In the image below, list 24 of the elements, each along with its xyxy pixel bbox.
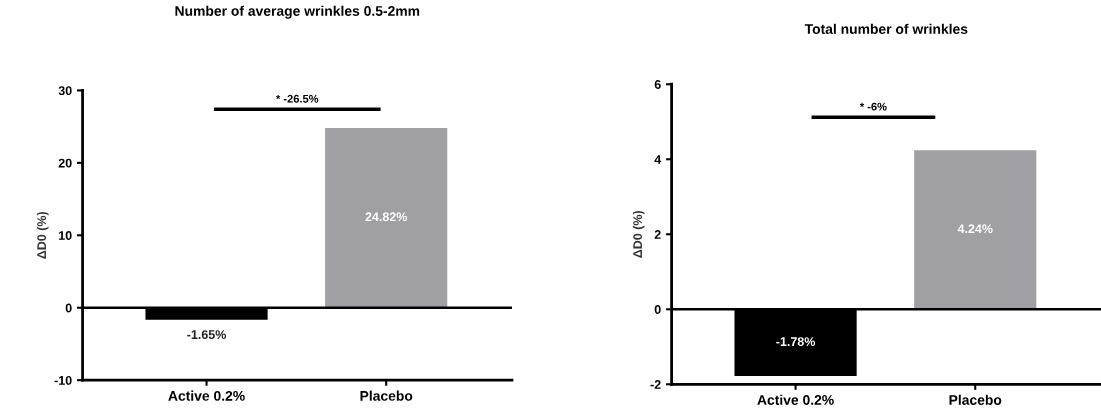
y-tick-label: -10: [54, 375, 72, 385]
x-tick-label: Active 0.2%: [757, 394, 834, 405]
data-label: -1.65%: [187, 330, 227, 340]
y-axis-title: ΔD0 (%): [36, 211, 49, 259]
x-tick-label: Placebo: [949, 394, 1002, 405]
y-tick-label: -2: [650, 380, 661, 389]
chart-title: Total number of wrinkles: [804, 23, 968, 34]
annotation: * -6%: [859, 102, 887, 111]
y-tick-label: 10: [59, 231, 72, 240]
x-tick-label: Placebo: [360, 390, 413, 401]
data-label: 24.82%: [365, 212, 408, 222]
y-tick-label: 30: [58, 86, 72, 96]
data-label: 4.24%: [957, 224, 993, 234]
y-tick-label: 20: [58, 158, 72, 168]
x-tick-label: Active 0.2%: [168, 390, 245, 401]
y-tick-label: 4: [654, 155, 662, 164]
y-tick-label: 0: [654, 305, 661, 314]
chart-title: Number of average wrinkles 0.5-2mm: [175, 5, 420, 19]
y-tick-label: 2: [654, 230, 661, 239]
annotation: * -26.5%: [276, 94, 319, 103]
y-axis-title: ΔD0 (%): [632, 210, 645, 258]
y-tick-label: 0: [65, 303, 72, 313]
y-tick-label: 6: [654, 80, 661, 89]
data-label: -1.78%: [776, 337, 816, 347]
